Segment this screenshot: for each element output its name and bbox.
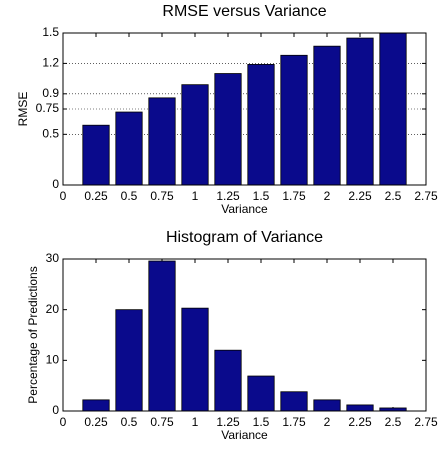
chart-title: Histogram of Variance — [166, 229, 323, 246]
x-tick-label: 1.5 — [253, 189, 270, 203]
x-tick-label: 1 — [192, 189, 199, 203]
bar — [115, 309, 143, 412]
y-tick-label: 30 — [46, 251, 60, 265]
axes-box — [62, 32, 427, 186]
bar — [247, 375, 275, 412]
x-tick-label: 0.75 — [150, 189, 174, 203]
bar — [148, 97, 176, 186]
x-tick-label: 2 — [324, 415, 331, 429]
y-tick-label: 0 — [52, 403, 59, 417]
bar — [214, 349, 242, 412]
x-tick-label: 2 — [324, 189, 331, 203]
bar — [346, 404, 374, 412]
x-tick-label: 0.25 — [84, 415, 108, 429]
bar — [280, 391, 308, 412]
bar — [181, 84, 209, 186]
bar — [148, 260, 176, 412]
y-tick-label: 0 — [52, 177, 59, 191]
x-tick-label: 0.5 — [121, 189, 138, 203]
x-tick-label: 2.25 — [348, 415, 372, 429]
x-tick-label: 2.25 — [348, 189, 372, 203]
x-tick-label: 0 — [60, 189, 67, 203]
bar — [379, 32, 407, 186]
y-tick-label: 0.5 — [42, 127, 59, 141]
x-tick-label: 0.25 — [84, 189, 108, 203]
x-tick-label: 1.75 — [282, 415, 306, 429]
bar — [181, 307, 209, 412]
y-tick-label: 10 — [46, 353, 60, 367]
axes-box — [62, 258, 427, 412]
bar — [313, 399, 341, 412]
bar — [247, 64, 275, 186]
x-tick-label: 2.5 — [385, 415, 402, 429]
bar — [214, 73, 242, 186]
x-tick-label: 1.25 — [216, 415, 240, 429]
x-tick-label: 1 — [192, 415, 199, 429]
chart-title: RMSE versus Variance — [162, 3, 326, 20]
x-tick-label: 0.75 — [150, 415, 174, 429]
bar — [313, 45, 341, 186]
y-tick-label: 1.2 — [42, 56, 59, 70]
x-tick-label: 1.75 — [282, 189, 306, 203]
bar — [82, 399, 110, 412]
x-tick-label: 0 — [60, 415, 67, 429]
x-tick-label: 0.5 — [121, 415, 138, 429]
bar — [115, 111, 143, 186]
y-axis-label: RMSE — [16, 92, 30, 127]
x-tick-label: 2.5 — [385, 189, 402, 203]
x-tick-label: 2.75 — [414, 415, 438, 429]
bar — [346, 37, 374, 186]
bar — [280, 54, 308, 186]
x-axis-label: Variance — [221, 202, 268, 216]
x-tick-label: 2.75 — [414, 189, 438, 203]
x-tick-label: 1.5 — [253, 415, 270, 429]
x-axis-label: Variance — [221, 428, 268, 442]
y-tick-label: 0.9 — [42, 86, 59, 100]
y-tick-label: 20 — [46, 302, 60, 316]
y-tick-label: 0.75 — [36, 101, 60, 115]
y-axis-label: Percentage of Predictions — [26, 266, 40, 403]
y-tick-label: 1.5 — [42, 25, 59, 39]
bar — [82, 124, 110, 186]
x-tick-label: 1.25 — [216, 189, 240, 203]
